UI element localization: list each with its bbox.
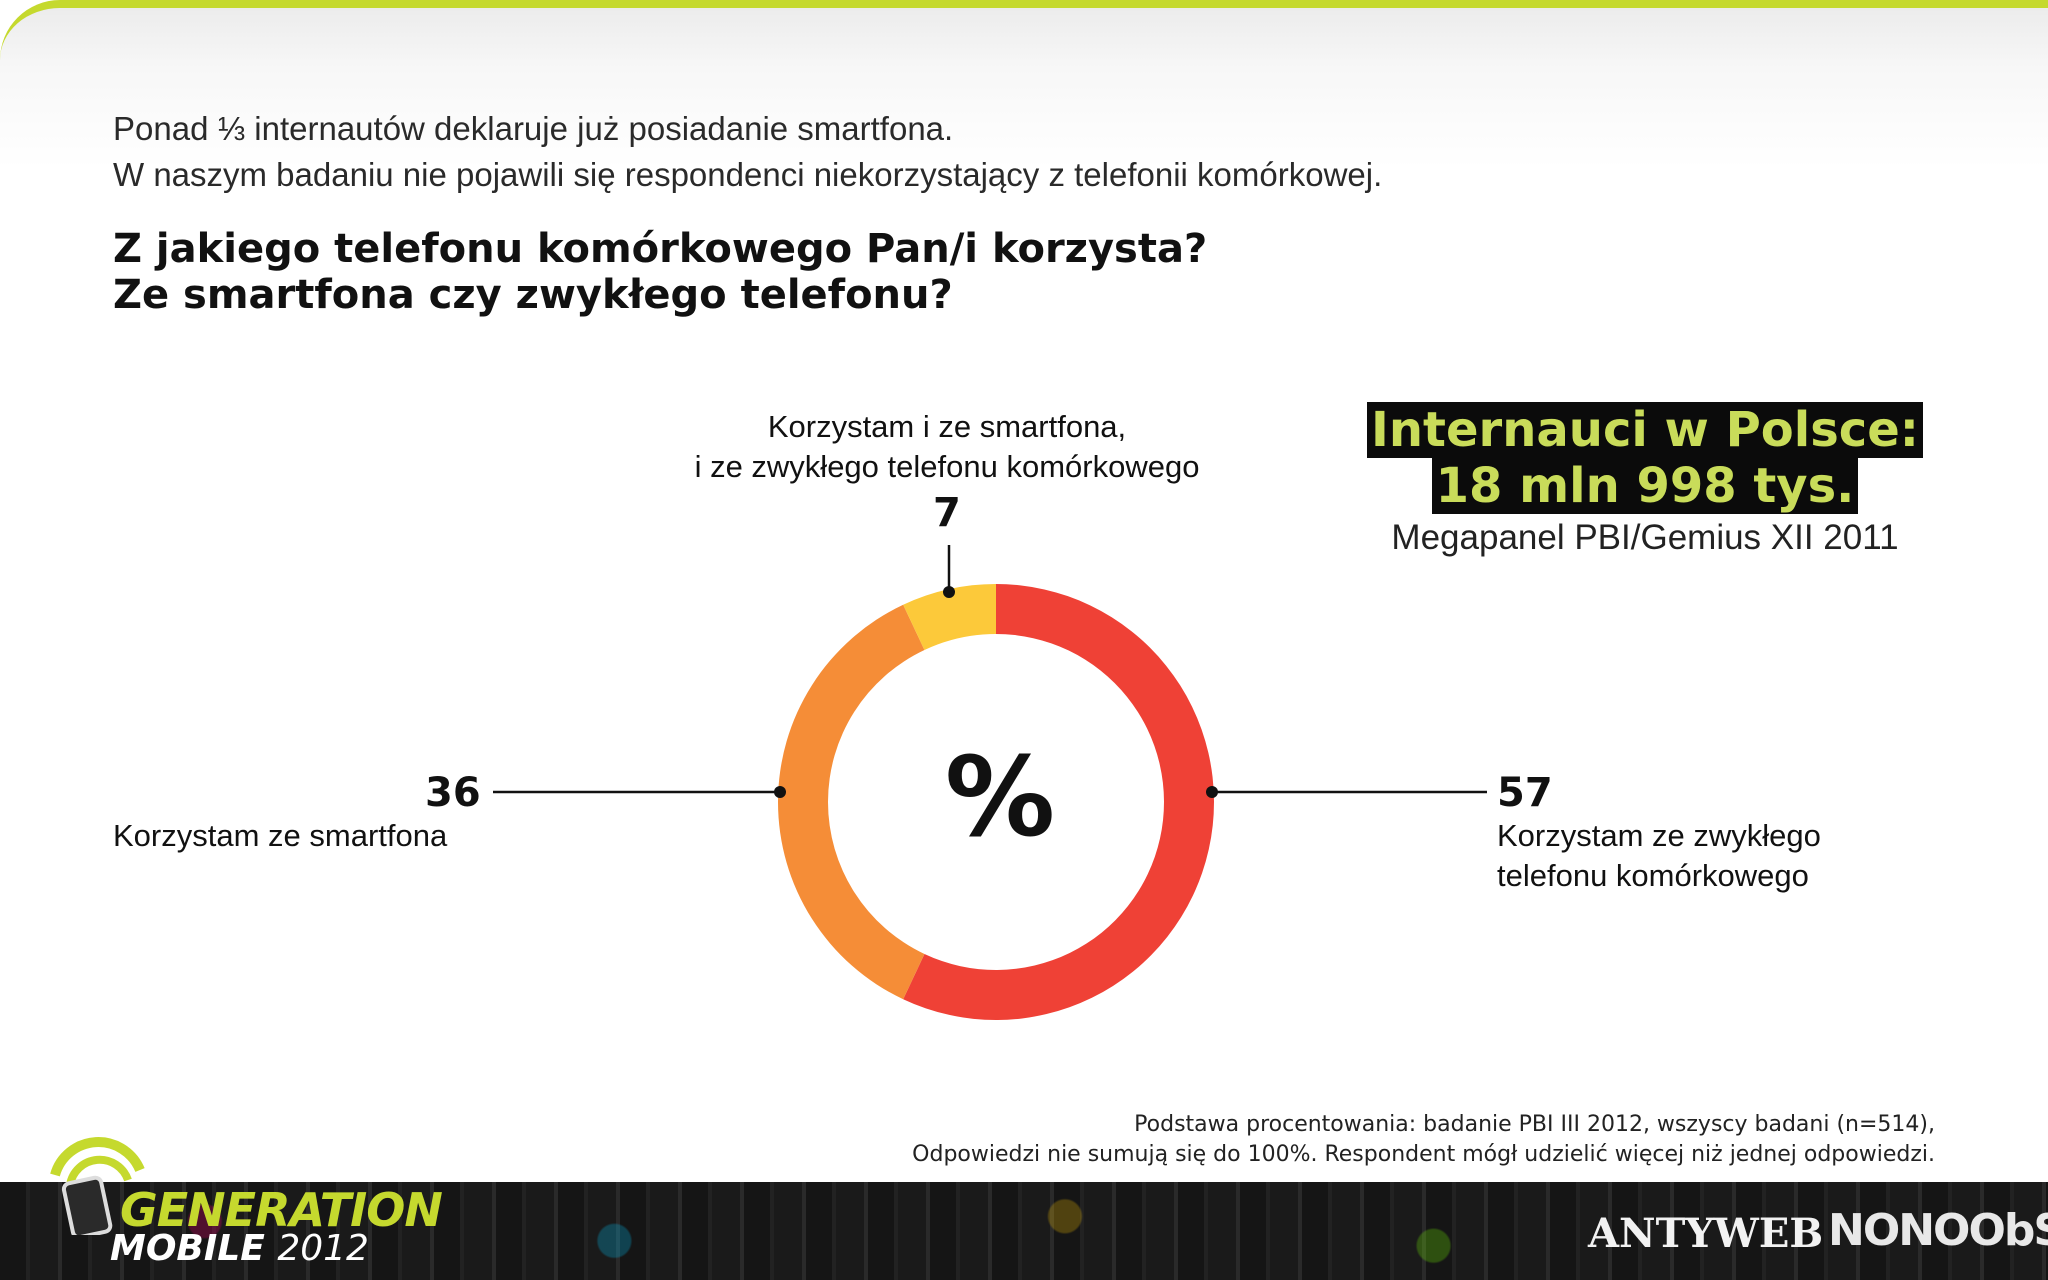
brand-mobile-word: MOBILE xyxy=(110,1228,265,1269)
question-heading: Z jakiego telefonu komórkowego Pan/i kor… xyxy=(113,226,1207,318)
brand-mobile: MOBILE 2012 xyxy=(110,1228,369,1269)
partner-antyweb-logo: ANTYWEB xyxy=(1588,1210,1824,1257)
label-smartphone: Korzystam ze smartfona xyxy=(113,818,448,853)
partner-nonoobs-logo: NONOObS xyxy=(1828,1205,2048,1256)
brand-generation: GENERATION xyxy=(120,1183,443,1237)
footnote-line-2: Odpowiedzi nie sumują się do 100%. Respo… xyxy=(912,1142,1935,1167)
question-line-1: Z jakiego telefonu komórkowego Pan/i kor… xyxy=(113,226,1208,272)
value-smartphone: 36 xyxy=(425,770,481,816)
footer-bar xyxy=(0,1182,2048,1280)
center-percent-label: % xyxy=(945,733,1055,861)
intro-text: Ponad ⅓ internautów deklaruje już posiad… xyxy=(113,106,1382,198)
slice-both xyxy=(903,584,996,650)
intro-line-1: Ponad ⅓ internautów deklaruje już posiad… xyxy=(113,110,954,147)
label-both-1: Korzystam i ze smartfona, xyxy=(767,409,1127,444)
label-both-2: i ze zwykłego telefonu komórkowego xyxy=(694,449,1200,484)
intro-line-2: W naszym badaniu nie pojawili się respon… xyxy=(113,156,1383,193)
phone-signal-icon xyxy=(50,1137,145,1235)
info-line-2: 18 mln 998 tys. xyxy=(1431,458,1859,514)
value-regular-phone: 57 xyxy=(1497,770,1553,816)
footnote-line-1: Podstawa procentowania: badanie PBI III … xyxy=(1134,1112,1935,1137)
leader-dot-smartphone xyxy=(774,786,786,798)
info-source: Megapanel PBI/Gemius XII 2011 xyxy=(1391,518,1899,557)
value-both: 7 xyxy=(933,490,961,536)
question-line-2: Ze smartfona czy zwykłego telefonu? xyxy=(113,272,953,318)
slice-smartphone xyxy=(777,604,925,1000)
brand-year: 2012 xyxy=(277,1228,369,1269)
leader-dot-both xyxy=(943,586,955,598)
info-line-1: Internauci w Polsce: xyxy=(1367,402,1923,458)
label-regular-phone-1: Korzystam ze zwykłego xyxy=(1497,818,1821,853)
footnote: Podstawa procentowania: badanie PBI III … xyxy=(912,1110,1935,1170)
slice-regular-phone xyxy=(903,584,1215,1020)
label-regular-phone-2: telefonu komórkowego xyxy=(1497,858,1809,893)
internet-users-box: Internauci w Polsce: 18 mln 998 tys. Meg… xyxy=(1365,402,1925,558)
leader-dot-regular xyxy=(1206,786,1218,798)
